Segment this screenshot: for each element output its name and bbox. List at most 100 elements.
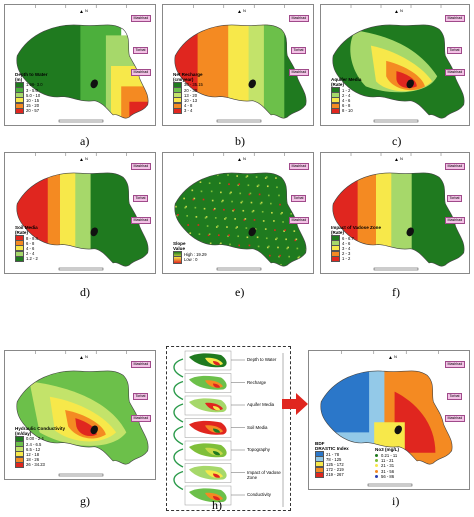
legend-label: Low : 0 xyxy=(184,257,198,263)
town-label-mashhad: Mashhad xyxy=(289,217,309,224)
town-label-torbat: Torbat xyxy=(291,195,306,202)
legend-label: 13 - 20 xyxy=(184,92,198,98)
north-label: N xyxy=(400,8,403,13)
flow-layer-card xyxy=(184,373,232,393)
north-label: N xyxy=(400,156,403,161)
no3-dot-icon xyxy=(375,459,378,463)
legend-unit: (Rate) xyxy=(331,82,345,87)
legend-label: 4 - 6 xyxy=(26,245,35,251)
legend-label: 6.5 - 12 xyxy=(26,446,41,452)
town-label-mashhad: Mashhad xyxy=(289,69,309,76)
town-label-mashhad: Mashhad xyxy=(131,69,151,76)
legend-label: High : 19.29 xyxy=(184,252,207,258)
result-arrow xyxy=(282,393,308,415)
flow-diagram-panel: Depth to Water Recharge Aquifer Media Soil … xyxy=(166,346,291,511)
flow-layer-label: Soil Media xyxy=(247,424,268,430)
legend-label: 5.0 - 10 xyxy=(26,92,41,98)
legend-label: 1 - 2 xyxy=(342,87,351,93)
north-arrow-icon: ▲ xyxy=(237,157,242,163)
north-arrow-icon: ▲ xyxy=(388,355,393,361)
scale-bar xyxy=(216,119,262,123)
no3-dot-icon xyxy=(375,474,378,478)
map-svg-c xyxy=(332,5,465,123)
legend-unit: (Rate) xyxy=(331,230,345,235)
legend-title: Net Recharge xyxy=(173,71,203,77)
north-arrow-icon: ▲ xyxy=(79,355,84,361)
legend-item: 1.2 - 2 xyxy=(15,255,38,262)
no3-legend-label: 0.21 - 11 xyxy=(381,453,398,458)
legend-unit: (m/day) xyxy=(15,430,32,436)
town-label-mashhad_upper: Mashhad xyxy=(445,163,465,170)
legend-item: 20 - 57 xyxy=(15,107,39,114)
map-svg-b xyxy=(174,5,307,123)
flow-layer-card xyxy=(184,350,232,371)
map-panel-a: ▲ N Mashhad Torbat Mashhad Depth to Water (m) 1… xyxy=(4,4,156,126)
town-label-torbat: Torbat xyxy=(133,47,148,54)
legend-item: 3 - 4 xyxy=(173,107,192,114)
legend-label: 6 - 8 xyxy=(26,240,35,246)
flow-layer-card xyxy=(184,440,232,461)
legend-title: Aquifer Media xyxy=(331,77,362,82)
legend-label: 2 - 4 xyxy=(26,251,35,257)
legend-swatch xyxy=(173,255,182,264)
legend-label: 8 - 9.4 xyxy=(26,235,38,241)
flow-layer-label: Depth to Water xyxy=(247,357,277,362)
legend-label: 4 - 6 xyxy=(342,240,351,246)
legend-label: 15 - 20 xyxy=(26,103,40,109)
legend-label: 21 - 78 xyxy=(326,451,340,457)
legend-label: 3 - 4 xyxy=(342,245,351,251)
no3-legend-item: 0.21 - 11 xyxy=(375,453,397,458)
legend-title: Slope xyxy=(173,240,186,246)
scale-bar xyxy=(373,119,419,123)
map-panel-i: ▲ N Mashhad Torbat Mashhad BDF DRASTIC Index 21… xyxy=(308,350,470,490)
no3-dot-icon xyxy=(375,454,378,457)
scale-bar xyxy=(367,483,413,487)
legend-label: 2 - 3 xyxy=(342,251,351,257)
legend-item: 26 - 34.23 xyxy=(15,461,45,468)
legend-label: 78 - 125 xyxy=(326,456,342,462)
legend-title: Depth to Water xyxy=(15,71,48,77)
no3-legend-label: 21 - 31 xyxy=(381,463,395,469)
north-arrow-icon: ▲ xyxy=(394,9,399,15)
map-svg-a xyxy=(16,5,149,123)
town-label-mashhad: Mashhad xyxy=(445,69,465,76)
north-label: N xyxy=(85,156,88,161)
north-label: N xyxy=(85,8,88,13)
town-label-mashhad_upper: Mashhad xyxy=(445,15,465,22)
north-arrow-icon: ▲ xyxy=(79,9,84,15)
legend-label: 172 - 219 xyxy=(326,467,344,473)
town-label-mashhad_upper: Mashhad xyxy=(445,361,465,368)
legend-item: Low : 0 xyxy=(173,255,198,264)
map-panel-d: ▲ N Mashhad Torbat Mashhad Soil Media (Rate) 8 … xyxy=(4,152,156,274)
legend-label: 6 - 6.7 xyxy=(342,235,354,241)
legend-unit: DRASTIC Index xyxy=(315,446,349,451)
flow-layer-label: Topography xyxy=(247,447,270,452)
no3-legend-label: 11 - 21 xyxy=(381,458,394,464)
north-arrow-icon: ▲ xyxy=(237,9,242,15)
legend-swatch xyxy=(331,107,340,114)
legend-label: 8 - 10 xyxy=(342,108,353,114)
flow-connector xyxy=(173,425,184,446)
town-label-torbat: Torbat xyxy=(133,195,148,202)
legend-label: 0.00 - 2.4 xyxy=(26,436,44,442)
legend-label: 2.4 - 6.5 xyxy=(26,441,42,447)
legend-unit: (Rate) xyxy=(15,230,29,235)
scale-bar xyxy=(58,267,104,271)
no3-legend-item: 56 - 86 xyxy=(375,474,394,479)
town-label-torbat: Torbat xyxy=(447,47,462,54)
north-label: N xyxy=(394,354,397,359)
flow-layer-card xyxy=(184,485,232,506)
legend-unit: Value xyxy=(173,245,186,251)
town-label-torbat: Torbat xyxy=(291,47,306,54)
north-label: N xyxy=(85,354,88,359)
town-label-mashhad: Mashhad xyxy=(131,415,151,422)
flow-diagram-svg xyxy=(173,350,284,507)
scale-bar xyxy=(58,473,104,477)
flow-layer-label: Recharge xyxy=(247,379,267,385)
legend-label: 18 - 26 xyxy=(26,457,40,463)
town-label-torbat: Torbat xyxy=(133,393,148,400)
legend-item: 1 - 2 xyxy=(331,255,350,262)
legend-label: 1.2 - 2 xyxy=(26,256,38,262)
legend-label: 1.96- 3.0 xyxy=(26,82,43,88)
legend-label: 6 - 8 xyxy=(342,103,351,109)
